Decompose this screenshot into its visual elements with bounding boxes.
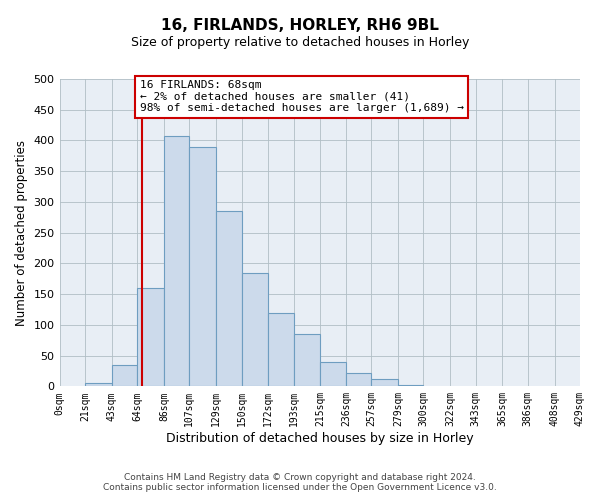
Text: 16, FIRLANDS, HORLEY, RH6 9BL: 16, FIRLANDS, HORLEY, RH6 9BL: [161, 18, 439, 32]
Text: Contains HM Land Registry data © Crown copyright and database right 2024.
Contai: Contains HM Land Registry data © Crown c…: [103, 473, 497, 492]
Bar: [293, 334, 320, 386]
Bar: [268, 312, 293, 386]
X-axis label: Distribution of detached houses by size in Horley: Distribution of detached houses by size …: [166, 432, 473, 445]
Bar: [137, 288, 164, 386]
Bar: [242, 272, 268, 386]
Bar: [190, 146, 216, 386]
Bar: [398, 385, 424, 386]
Bar: [216, 211, 242, 386]
Bar: [346, 373, 371, 386]
Y-axis label: Number of detached properties: Number of detached properties: [15, 140, 28, 326]
Bar: [164, 136, 190, 386]
Text: Size of property relative to detached houses in Horley: Size of property relative to detached ho…: [131, 36, 469, 49]
Bar: [112, 365, 137, 386]
Bar: [320, 362, 346, 386]
Bar: [85, 384, 112, 386]
Bar: [371, 379, 398, 386]
Text: 16 FIRLANDS: 68sqm
← 2% of detached houses are smaller (41)
98% of semi-detached: 16 FIRLANDS: 68sqm ← 2% of detached hous…: [140, 80, 464, 114]
